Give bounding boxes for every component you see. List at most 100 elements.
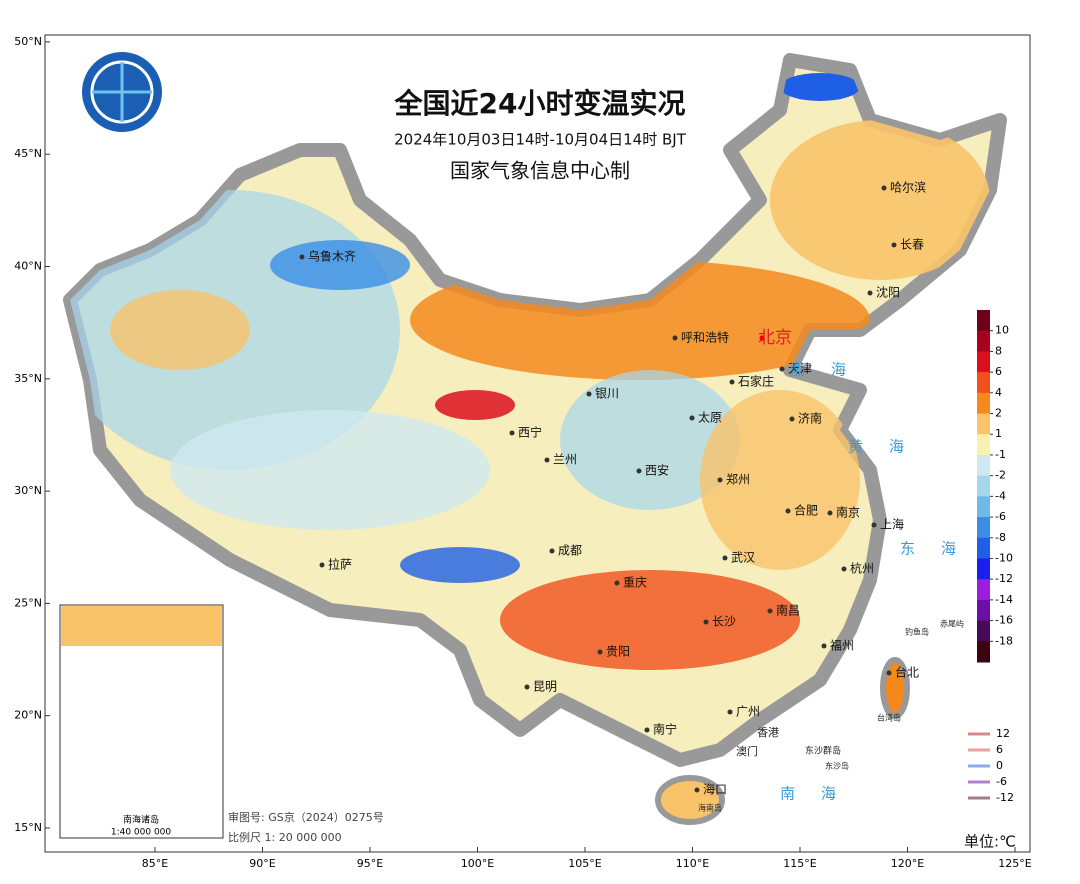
cold-area — [780, 73, 860, 101]
warm-area — [110, 290, 250, 370]
lon-label: 125°E — [998, 857, 1031, 870]
city-marker — [614, 580, 620, 586]
cold-area — [270, 240, 410, 290]
island-label: 钓鱼岛 — [905, 627, 929, 637]
colorbar-box — [977, 496, 990, 518]
city-marker — [841, 566, 847, 572]
temperature-field — [70, 73, 990, 670]
lat-label: 20°N — [14, 709, 42, 722]
sea-label: 渤海 — [790, 361, 872, 379]
lon-label: 105°E — [568, 857, 601, 870]
colorbar-box — [977, 475, 990, 497]
colorbar-box — [977, 434, 990, 456]
isotherm-label: 0 — [996, 759, 1003, 772]
city-label: 太原 — [698, 410, 722, 425]
warm-area — [770, 120, 990, 280]
sea-label: 东海 — [900, 540, 982, 558]
cool-area — [170, 410, 490, 530]
lat-label: 25°N — [14, 596, 42, 609]
lat-label: 45°N — [14, 147, 42, 160]
colorbar-label: -18 — [995, 634, 1013, 647]
colorbar-label: -14 — [995, 593, 1013, 606]
city-label: 西安 — [645, 463, 669, 478]
city-label: 银川 — [595, 387, 619, 401]
unit: 单位:℃ — [964, 833, 1016, 851]
lat-label: 35°N — [14, 372, 42, 385]
island-label: 台湾岛 — [877, 713, 901, 723]
colorbar-label: 4 — [995, 386, 1002, 399]
city-marker — [694, 787, 700, 793]
city-label: 重庆 — [623, 576, 647, 590]
colorbar-label: 1 — [995, 427, 1002, 440]
colorbar-box — [977, 579, 990, 601]
subtitle: 2024年10月03日14时-10月04日14时 BJT — [394, 131, 687, 149]
city-label: 成都 — [558, 544, 582, 558]
colorbar-box — [977, 641, 990, 663]
city-marker — [717, 477, 723, 483]
city-label: 拉萨 — [328, 557, 352, 572]
city-marker — [759, 335, 765, 341]
city-label: 福州 — [830, 638, 854, 653]
city-label: 南京 — [836, 505, 860, 520]
city-label: 贵阳 — [606, 645, 630, 659]
city-label: 杭州 — [850, 561, 874, 576]
city-marker — [319, 562, 325, 568]
colorbar-box — [977, 599, 990, 622]
colorbar-box — [977, 392, 990, 415]
isotherm-label: 6 — [996, 743, 1003, 756]
hainan — [655, 775, 725, 825]
colorbar-box — [977, 517, 990, 539]
colorbar-label: -16 — [995, 614, 1013, 627]
producer: 国家气象信息中心制 — [450, 159, 630, 183]
colorbar-label: -1 — [995, 448, 1006, 461]
city-label: 昆明 — [533, 680, 557, 694]
city-label: 长春 — [900, 238, 924, 252]
city-label: 武汉 — [731, 551, 755, 565]
city-marker — [891, 242, 897, 248]
lat-label: 50°N — [14, 35, 42, 48]
city-marker — [524, 684, 530, 690]
city-label: 南宁 — [653, 722, 677, 737]
logo — [82, 52, 162, 132]
colorbar-box — [977, 558, 990, 580]
island-label: 海南岛 — [698, 803, 722, 813]
warm-area — [500, 570, 800, 670]
colorbar-label: -10 — [995, 551, 1013, 564]
city-label: 台北 — [895, 665, 919, 680]
colorbar-label: 8 — [995, 344, 1002, 357]
lon-label: 90°E — [249, 857, 275, 870]
city-marker — [729, 379, 735, 385]
city-marker — [703, 619, 709, 625]
hot-area — [435, 390, 515, 420]
colorbar-box — [977, 413, 990, 435]
city-marker — [871, 522, 877, 528]
lat-label: 30°N — [14, 484, 42, 497]
colorbar-label: 2 — [995, 407, 1002, 420]
lon-label: 95°E — [357, 857, 383, 870]
city-label: 长沙 — [712, 615, 736, 629]
colorbar-box — [977, 620, 990, 642]
colorbar-box — [977, 537, 990, 559]
island-label: 澳门 — [736, 744, 758, 758]
city-marker — [881, 185, 887, 191]
city-marker — [689, 415, 695, 421]
approval-number: 审图号: GS京（2024）0275号 — [228, 810, 384, 824]
inset-land — [61, 606, 222, 646]
colorbar-box — [977, 372, 990, 394]
lon-label: 85°E — [142, 857, 168, 870]
logo-lines — [92, 62, 152, 122]
isotherm-label: -12 — [996, 791, 1014, 804]
colorbar-label: -2 — [995, 469, 1006, 482]
colorbar-box — [977, 454, 990, 477]
city-marker — [767, 608, 773, 614]
city-marker — [597, 649, 603, 655]
colorbar-label: -6 — [995, 510, 1006, 523]
city-label: 北京 — [758, 328, 792, 348]
city-label: 海口 — [703, 782, 727, 797]
city-marker — [779, 366, 785, 372]
city-marker — [785, 508, 791, 514]
city-label: 沈阳 — [876, 285, 900, 300]
city-label: 西宁 — [518, 425, 542, 440]
warm-area — [700, 390, 860, 570]
lon-label: 100°E — [461, 857, 494, 870]
